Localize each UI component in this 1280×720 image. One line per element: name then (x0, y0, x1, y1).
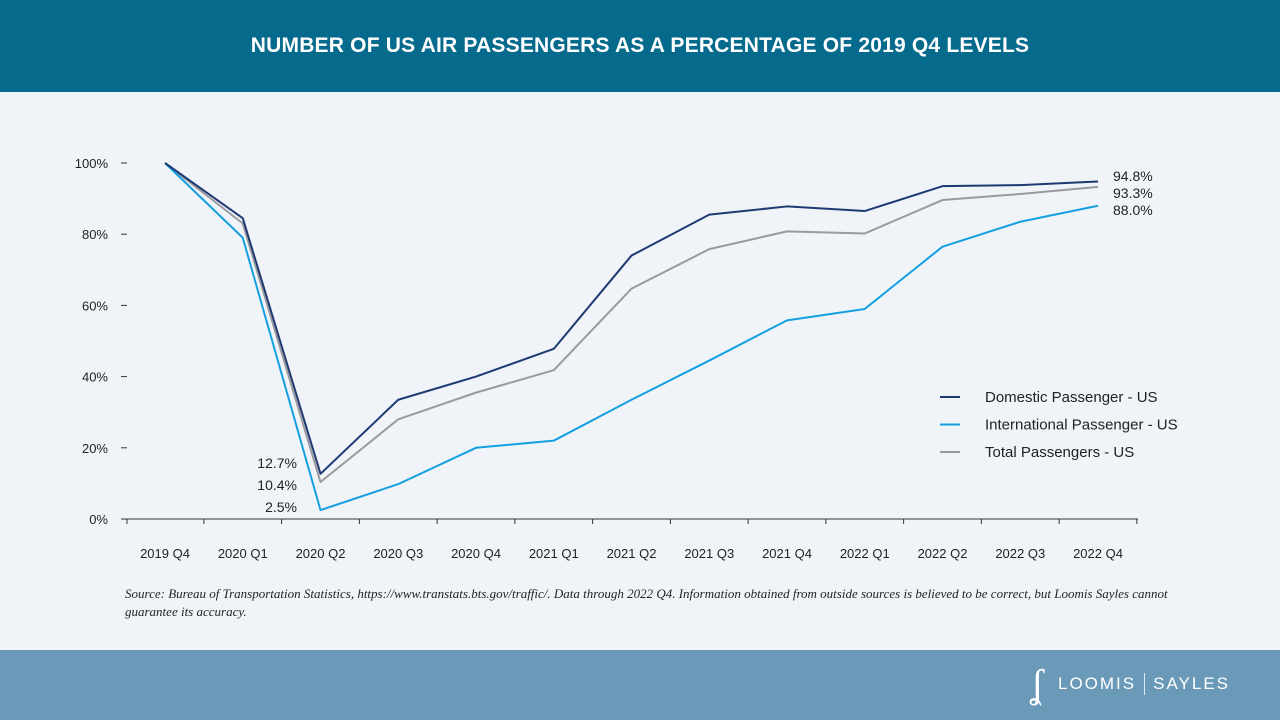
end-value-label: 88.0% (1113, 202, 1153, 218)
series-line-1 (164, 162, 1099, 512)
source-note: Source: Bureau of Transportation Statist… (125, 586, 1168, 619)
x-tick-label: 2021 Q2 (607, 546, 657, 561)
y-tick-label: 100% (75, 156, 109, 171)
y-tick-label: 60% (82, 298, 108, 313)
logo-mark: ʆ (1030, 661, 1044, 706)
x-tick-label: 2019 Q4 (140, 546, 190, 561)
x-tick-label: 2021 Q3 (684, 546, 734, 561)
logo-text-right: SAYLES (1153, 673, 1230, 693)
x-tick-label: 2022 Q3 (995, 546, 1045, 561)
x-tick-label: 2022 Q4 (1073, 546, 1123, 561)
x-tick-label: 2022 Q2 (918, 546, 968, 561)
x-tick-label: 2020 Q4 (451, 546, 501, 561)
y-tick-label: 80% (82, 227, 108, 242)
x-tick-label: 2020 Q1 (218, 546, 268, 561)
line-chart: 2019 Q4 2020 Q1 2020 Q2 2020 Q3 2020 Q4 2021 … (75, 156, 1178, 561)
chart-title: NUMBER OF US AIR PASSENGERS AS A PERCENT… (250, 34, 1030, 57)
y-tick-label: 0% (89, 512, 108, 527)
x-tick-label: 2021 Q1 (529, 546, 579, 561)
series-line-0 (164, 162, 1099, 475)
logo-divider (1144, 672, 1146, 695)
trough-value-label: 10.4% (257, 477, 297, 493)
x-tick-label: 2021 Q4 (762, 546, 812, 561)
legend-label: Domestic Passenger - US (985, 389, 1158, 406)
legend-label: Total Passengers - US (985, 444, 1134, 461)
trough-value-label: 2.5% (265, 499, 297, 515)
y-tick-label: 40% (82, 370, 108, 385)
trough-value-label: 12.7% (257, 455, 297, 471)
y-tick-label: 20% (82, 441, 108, 456)
footer-banner: ʆ LOOMIS SAYLES (0, 650, 1280, 720)
legend-label: International Passenger - US (985, 417, 1178, 434)
end-value-label: 93.3% (1113, 185, 1153, 201)
logo-text-left: LOOMIS (1057, 673, 1137, 693)
header-banner: NUMBER OF US AIR PASSENGERS AS A PERCENT… (0, 0, 1280, 92)
x-tick-label: 2020 Q3 (373, 546, 423, 561)
loomis-sayles-logo: ʆ LOOMIS SAYLES (1031, 660, 1230, 707)
x-tick-label: 2020 Q2 (296, 546, 346, 561)
series-line-2 (164, 162, 1099, 483)
x-tick-label: 2022 Q1 (840, 546, 890, 561)
end-value-label: 94.8% (1113, 168, 1153, 184)
